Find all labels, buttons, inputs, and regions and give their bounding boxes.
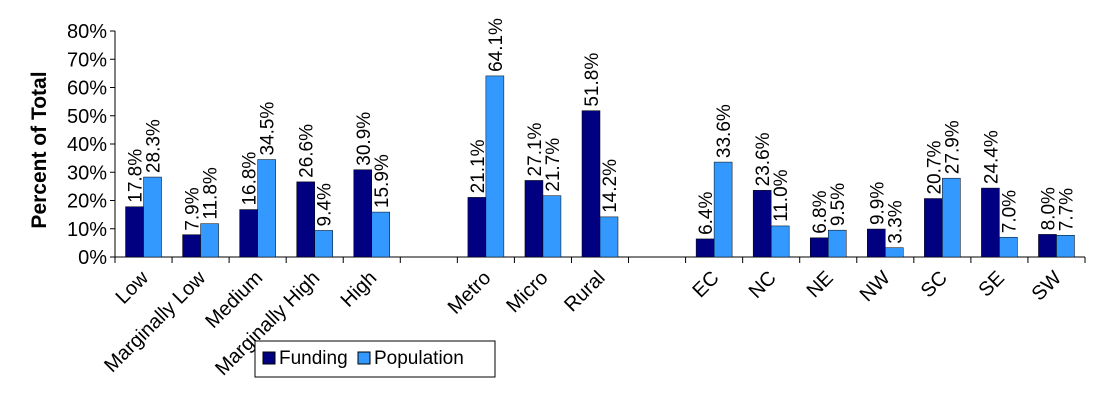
data-label-funding-3: 26.6% <box>297 124 318 178</box>
y-tick-label: 80% <box>67 21 107 43</box>
legend: Funding Population <box>254 340 496 378</box>
data-label-funding-4: 30.9% <box>354 112 375 166</box>
bar-population-10 <box>713 161 733 258</box>
bar-funding-14 <box>924 198 943 258</box>
bar-funding-12 <box>809 237 829 258</box>
x-axis <box>114 256 1086 263</box>
bar-funding-11 <box>752 190 772 258</box>
data-label-population-8: 14.2% <box>600 159 621 213</box>
data-label-funding-11: 23.6% <box>753 132 774 186</box>
data-label-funding-16: 8.0% <box>1038 187 1059 230</box>
legend-swatch-funding <box>262 351 276 365</box>
x-tick-label: SC <box>917 267 952 302</box>
legend-label-funding: Funding <box>279 348 348 369</box>
bar-population-2 <box>257 159 276 258</box>
y-tick-label: 30% <box>67 162 107 184</box>
bar-population-6 <box>485 75 505 258</box>
y-axis-label: Percent of Total <box>28 71 51 228</box>
y-tick-label: 20% <box>67 191 107 213</box>
data-label-funding-13: 9.9% <box>867 182 888 225</box>
x-tick-label: Micro <box>502 267 552 317</box>
y-tick-label: 50% <box>67 106 107 128</box>
y-tick-label: 0% <box>78 247 107 269</box>
bar-population-15 <box>999 236 1018 258</box>
bar-funding-2 <box>239 209 258 258</box>
data-label-funding-2: 16.8% <box>240 152 261 206</box>
y-tick-label: 60% <box>67 78 107 100</box>
bar-funding-15 <box>981 187 1000 258</box>
data-label-population-6: 64.1% <box>486 18 507 72</box>
data-label-population-2: 34.5% <box>258 102 279 156</box>
bar-population-8 <box>599 216 619 258</box>
data-label-population-7: 21.7% <box>543 138 564 192</box>
data-label-funding-7: 27.1% <box>525 122 546 176</box>
x-tick-label: SE <box>975 267 1009 301</box>
data-label-population-0: 28.3% <box>144 119 165 173</box>
y-tick-label: 40% <box>67 134 107 156</box>
bar-population-3 <box>314 230 333 258</box>
data-labels: 17.8% 7.9% 16.8% 26.6% 30.9% 21.1% 27.1% 51.8% 6… <box>126 18 1078 244</box>
data-label-funding-15: 24.4% <box>981 130 1002 184</box>
x-tick-label: Low <box>112 267 154 309</box>
bar-population-11 <box>770 225 790 258</box>
bar-funding-13 <box>867 228 886 258</box>
bar-funding-8 <box>581 110 601 258</box>
bar-funding-1 <box>182 234 201 258</box>
data-label-funding-14: 20.7% <box>924 141 945 195</box>
bar-funding-0 <box>125 206 144 258</box>
x-tick-label: NE <box>803 267 838 302</box>
bar-funding-3 <box>296 181 315 258</box>
x-tick-label: Metro <box>444 267 496 319</box>
bar-funding-7 <box>524 180 544 258</box>
x-tick-label: Rural <box>560 267 609 316</box>
bar-funding-16 <box>1038 234 1057 258</box>
data-label-population-13: 3.3% <box>885 200 906 243</box>
bar-funding-10 <box>695 238 715 258</box>
y-tick-label: 10% <box>67 219 107 241</box>
data-label-population-4: 15.9% <box>372 154 393 208</box>
data-label-population-10: 33.6% <box>714 104 735 158</box>
data-label-funding-10: 6.4% <box>696 192 717 235</box>
x-tick-label: NC <box>745 267 781 303</box>
bar-population-4 <box>371 211 391 258</box>
data-label-funding-8: 51.8% <box>582 53 603 107</box>
x-tick-label: NW <box>856 267 895 306</box>
data-label-population-12: 9.5% <box>828 183 849 226</box>
bar-population-14 <box>942 177 961 258</box>
data-label-population-15: 7.0% <box>999 190 1020 233</box>
x-tick-label: High <box>337 267 382 312</box>
x-tick-label: EC <box>688 267 723 302</box>
bar-funding-4 <box>353 169 373 258</box>
x-tick-label: Marginally Low <box>100 267 210 377</box>
legend-swatch-population <box>357 351 371 365</box>
legend-box <box>254 340 496 378</box>
data-label-population-14: 27.9% <box>942 120 963 174</box>
bar-population-13 <box>885 247 904 258</box>
data-label-population-3: 9.4% <box>315 183 336 226</box>
data-label-population-1: 11.8% <box>201 167 222 220</box>
data-label-funding-0: 17.8% <box>126 149 147 203</box>
data-label-funding-6: 21.1% <box>468 139 489 193</box>
legend-label-population: Population <box>374 348 464 369</box>
bar-funding-6 <box>467 197 487 258</box>
data-label-population-16: 7.7% <box>1056 188 1077 231</box>
bars <box>125 75 1075 258</box>
bar-population-7 <box>542 195 562 258</box>
bar-population-16 <box>1056 234 1075 258</box>
y-tick-label: 70% <box>67 49 107 71</box>
bar-population-1 <box>200 223 219 258</box>
bar-population-12 <box>827 229 847 258</box>
x-tick-label: SW <box>1028 267 1066 305</box>
bar-population-0 <box>143 176 162 258</box>
data-label-funding-1: 7.9% <box>183 187 204 230</box>
data-label-funding-12: 6.8% <box>810 190 831 233</box>
y-axis: 0% 10% 20% 30% 40% 50% 60% 70% 80% <box>67 21 116 269</box>
data-label-population-11: 11.0% <box>771 169 792 222</box>
